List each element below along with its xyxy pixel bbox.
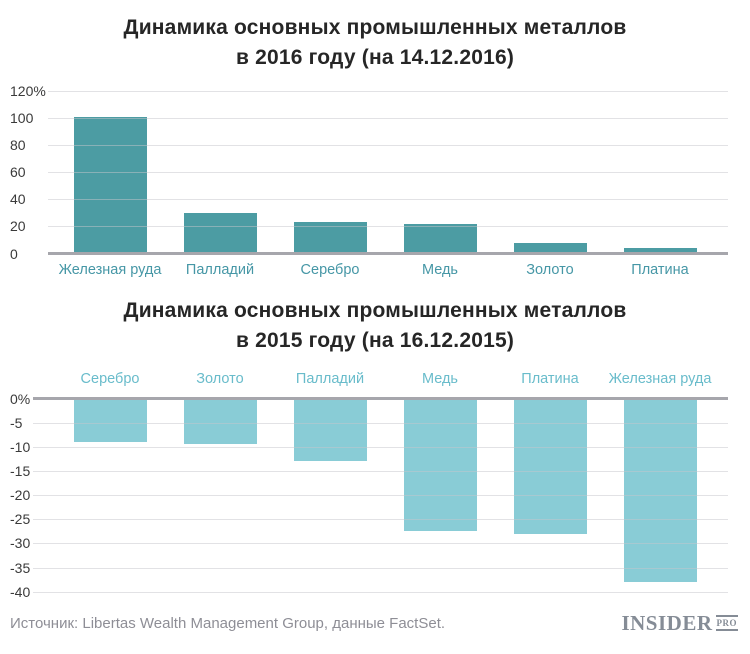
gridline	[48, 145, 728, 147]
chart-2016-title-line2: в 2016 году (на 14.12.2016)	[235, 46, 515, 69]
y-tick-label: -15	[10, 462, 31, 479]
gridline	[48, 91, 728, 93]
y-tick-label: 80	[10, 137, 26, 154]
category-label: Железная руда	[608, 371, 712, 387]
gridline	[33, 446, 728, 448]
category-label: Золото	[196, 371, 244, 387]
y-tick-label: -5	[10, 414, 23, 431]
chart-2015-title-line1: Динамика основных промышленных металлов	[123, 299, 627, 322]
category-label: Палладий	[295, 371, 365, 387]
gridline	[33, 519, 728, 521]
x-axis-line	[33, 397, 728, 400]
category-label: Платина	[631, 262, 689, 278]
y-tick-label: 40	[10, 191, 26, 208]
footer: Источник: Libertas Wealth Management Gro…	[10, 608, 738, 638]
chart-2016-title: Динамика основных промышленных металлов …	[0, 13, 750, 73]
bar	[513, 242, 587, 254]
bar	[183, 212, 257, 254]
chart-2016-title-line1: Динамика основных промышленных металлов	[123, 16, 627, 39]
gridline	[48, 172, 728, 174]
gridline	[48, 226, 728, 228]
y-tick-label: 120%	[10, 83, 46, 100]
y-tick-label: -10	[10, 438, 31, 455]
gridline	[48, 118, 728, 120]
category-label: Палладий	[185, 262, 255, 278]
logo-insider-text: INSIDER	[621, 611, 713, 635]
bar	[183, 400, 257, 445]
gridline	[33, 470, 728, 472]
category-label: Серебро	[80, 371, 140, 387]
insiderpro-logo: INSIDER PRO	[621, 612, 738, 634]
gridline	[33, 591, 728, 593]
gridline	[33, 543, 728, 545]
category-label: Медь	[421, 262, 458, 278]
y-tick-label: 0	[10, 245, 18, 262]
logo-pro-text: PRO	[715, 615, 738, 631]
y-tick-label: -30	[10, 535, 31, 552]
y-tick-label: -25	[10, 511, 31, 528]
gridline	[33, 567, 728, 569]
source-text: Источник: Libertas Wealth Management Gro…	[10, 614, 446, 632]
y-tick-label: 20	[10, 218, 26, 235]
category-label: Серебро	[300, 262, 360, 278]
y-tick-label: 0%	[10, 390, 31, 407]
chart-2015-title: Динамика основных промышленных металлов …	[0, 296, 750, 356]
bar	[73, 116, 147, 254]
category-label: Железная руда	[58, 262, 162, 278]
bar	[403, 223, 477, 254]
bar	[623, 248, 697, 254]
bar	[293, 400, 367, 462]
gridline	[33, 422, 728, 424]
bar	[293, 222, 367, 254]
bar	[513, 400, 587, 534]
bar	[623, 400, 697, 583]
x-axis-line	[48, 252, 728, 255]
category-label: Золото	[526, 262, 574, 278]
y-tick-label: -35	[10, 559, 31, 576]
bar	[73, 400, 147, 442]
y-tick-label: -40	[10, 583, 31, 600]
y-tick-label: 100	[10, 110, 34, 127]
gridline	[48, 199, 728, 201]
bar	[403, 400, 477, 532]
gridline	[33, 495, 728, 497]
category-label: Медь	[421, 371, 458, 387]
y-tick-label: -20	[10, 487, 31, 504]
category-label: Платина	[521, 371, 579, 387]
y-tick-label: 60	[10, 164, 26, 181]
chart-2015-title-line2: в 2015 году (на 16.12.2015)	[235, 329, 515, 352]
